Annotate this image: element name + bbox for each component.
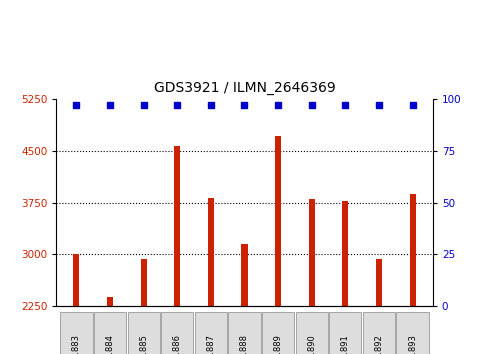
- Text: GSM561892: GSM561892: [374, 334, 383, 354]
- FancyBboxPatch shape: [228, 312, 260, 354]
- FancyBboxPatch shape: [161, 312, 193, 354]
- Text: GSM561886: GSM561886: [172, 334, 182, 354]
- FancyBboxPatch shape: [94, 312, 126, 354]
- Bar: [241, 244, 247, 306]
- Text: GSM561884: GSM561884: [105, 334, 114, 354]
- FancyBboxPatch shape: [396, 312, 428, 354]
- FancyBboxPatch shape: [194, 312, 226, 354]
- FancyBboxPatch shape: [295, 312, 327, 354]
- Bar: [275, 136, 281, 306]
- Bar: [342, 201, 347, 306]
- Text: GSM561888: GSM561888: [240, 334, 248, 354]
- Bar: [409, 194, 415, 306]
- Bar: [375, 258, 381, 306]
- FancyBboxPatch shape: [328, 312, 361, 354]
- FancyBboxPatch shape: [60, 312, 92, 354]
- FancyBboxPatch shape: [262, 312, 294, 354]
- Text: GSM561885: GSM561885: [139, 334, 148, 354]
- Bar: [308, 199, 314, 306]
- Bar: [141, 258, 146, 306]
- Bar: [73, 255, 79, 306]
- FancyBboxPatch shape: [362, 312, 394, 354]
- Bar: [207, 198, 213, 306]
- Text: GSM561893: GSM561893: [407, 334, 416, 354]
- Bar: [107, 297, 113, 306]
- Text: GSM561889: GSM561889: [273, 334, 282, 354]
- Bar: [174, 146, 180, 306]
- Text: GSM561883: GSM561883: [72, 334, 81, 354]
- FancyBboxPatch shape: [127, 312, 160, 354]
- Text: GSM561887: GSM561887: [206, 334, 215, 354]
- Title: GDS3921 / ILMN_2646369: GDS3921 / ILMN_2646369: [153, 81, 335, 95]
- Text: GSM561891: GSM561891: [340, 334, 349, 354]
- Text: GSM561890: GSM561890: [306, 334, 316, 354]
